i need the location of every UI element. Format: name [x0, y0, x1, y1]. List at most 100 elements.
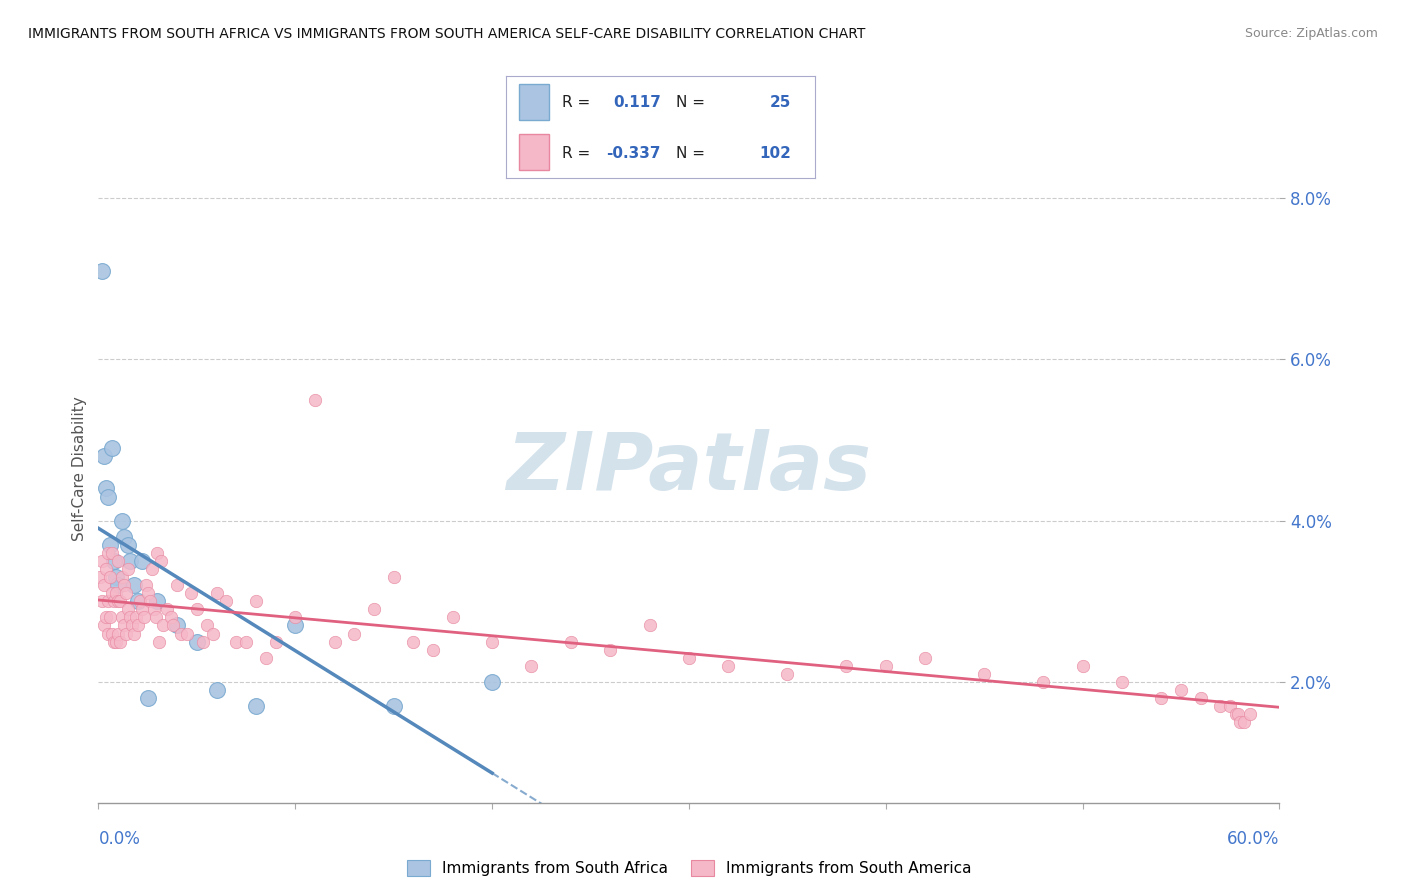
Text: N =: N =: [676, 146, 706, 161]
Point: [599, 642, 621, 657]
Text: N =: N =: [676, 95, 706, 110]
Point: [91, 264, 114, 278]
Point: [111, 514, 134, 528]
Point: [98, 570, 121, 584]
Point: [118, 554, 141, 568]
Point: [108, 594, 131, 608]
Point: [93, 449, 115, 463]
Point: [111, 610, 134, 624]
Point: [112, 618, 135, 632]
Text: 25: 25: [769, 95, 790, 110]
Point: [1170, 682, 1192, 697]
Point: [1225, 707, 1247, 722]
Point: [284, 618, 307, 632]
Point: [121, 618, 143, 632]
Point: [215, 594, 238, 608]
Text: 60.0%: 60.0%: [1227, 830, 1279, 847]
Text: R =: R =: [562, 146, 591, 161]
Point: [638, 618, 661, 632]
Point: [1239, 707, 1261, 722]
Point: [105, 586, 128, 600]
Point: [835, 658, 858, 673]
Point: [112, 530, 135, 544]
Bar: [519, 135, 550, 170]
Point: [776, 666, 799, 681]
Point: [112, 578, 135, 592]
Point: [91, 554, 114, 568]
Point: [304, 392, 326, 407]
Point: [93, 578, 115, 592]
Point: [1150, 691, 1173, 706]
Point: [93, 618, 115, 632]
Point: [101, 626, 124, 640]
Point: [1111, 674, 1133, 689]
Point: [96, 610, 118, 624]
Point: [96, 562, 118, 576]
Point: [135, 578, 157, 592]
Point: [150, 554, 173, 568]
Point: [166, 578, 188, 592]
Text: 0.117: 0.117: [613, 95, 661, 110]
Point: [205, 586, 228, 600]
Point: [117, 562, 139, 576]
Point: [103, 554, 125, 568]
Point: [914, 650, 936, 665]
Point: [105, 634, 128, 648]
Point: [382, 570, 405, 584]
Point: [103, 594, 125, 608]
Point: [148, 634, 170, 648]
Text: IMMIGRANTS FROM SOUTH AFRICA VS IMMIGRANTS FROM SOUTH AMERICA SELF-CARE DISABILI: IMMIGRANTS FROM SOUTH AFRICA VS IMMIGRAN…: [28, 27, 866, 41]
Point: [205, 682, 228, 697]
Point: [717, 658, 740, 673]
Point: [422, 642, 444, 657]
Point: [136, 691, 159, 706]
Point: [136, 586, 159, 600]
Point: [363, 602, 385, 616]
Bar: [519, 84, 550, 120]
Point: [115, 626, 138, 640]
Point: [520, 658, 543, 673]
Point: [225, 634, 247, 648]
Point: [186, 634, 208, 648]
Point: [235, 634, 257, 648]
Point: [1233, 715, 1256, 730]
Point: [122, 578, 145, 592]
Point: [170, 626, 193, 640]
Text: Source: ZipAtlas.com: Source: ZipAtlas.com: [1244, 27, 1378, 40]
Point: [195, 618, 218, 632]
Text: 0.0%: 0.0%: [98, 830, 141, 847]
Point: [131, 602, 153, 616]
Point: [142, 602, 165, 616]
Point: [678, 650, 700, 665]
Point: [146, 594, 169, 608]
Point: [108, 634, 131, 648]
Y-axis label: Self-Care Disability: Self-Care Disability: [72, 396, 87, 541]
Point: [1032, 674, 1054, 689]
Point: [162, 618, 184, 632]
Point: [145, 610, 167, 624]
Point: [111, 570, 134, 584]
Point: [323, 634, 346, 648]
Point: [131, 554, 153, 568]
Point: [115, 586, 138, 600]
Point: [127, 594, 149, 608]
Point: [1189, 691, 1212, 706]
Text: 102: 102: [759, 146, 790, 161]
Point: [101, 586, 124, 600]
Point: [245, 699, 267, 714]
Point: [191, 634, 214, 648]
Point: [264, 634, 287, 648]
Point: [117, 538, 139, 552]
Point: [973, 666, 995, 681]
Point: [98, 610, 121, 624]
Point: [141, 562, 163, 576]
Text: ZIPatlas: ZIPatlas: [506, 429, 872, 508]
Point: [118, 610, 141, 624]
Point: [138, 594, 160, 608]
Point: [1071, 658, 1094, 673]
Point: [875, 658, 897, 673]
Point: [1209, 699, 1232, 714]
Point: [96, 482, 118, 496]
Point: [91, 594, 114, 608]
Point: [343, 626, 366, 640]
